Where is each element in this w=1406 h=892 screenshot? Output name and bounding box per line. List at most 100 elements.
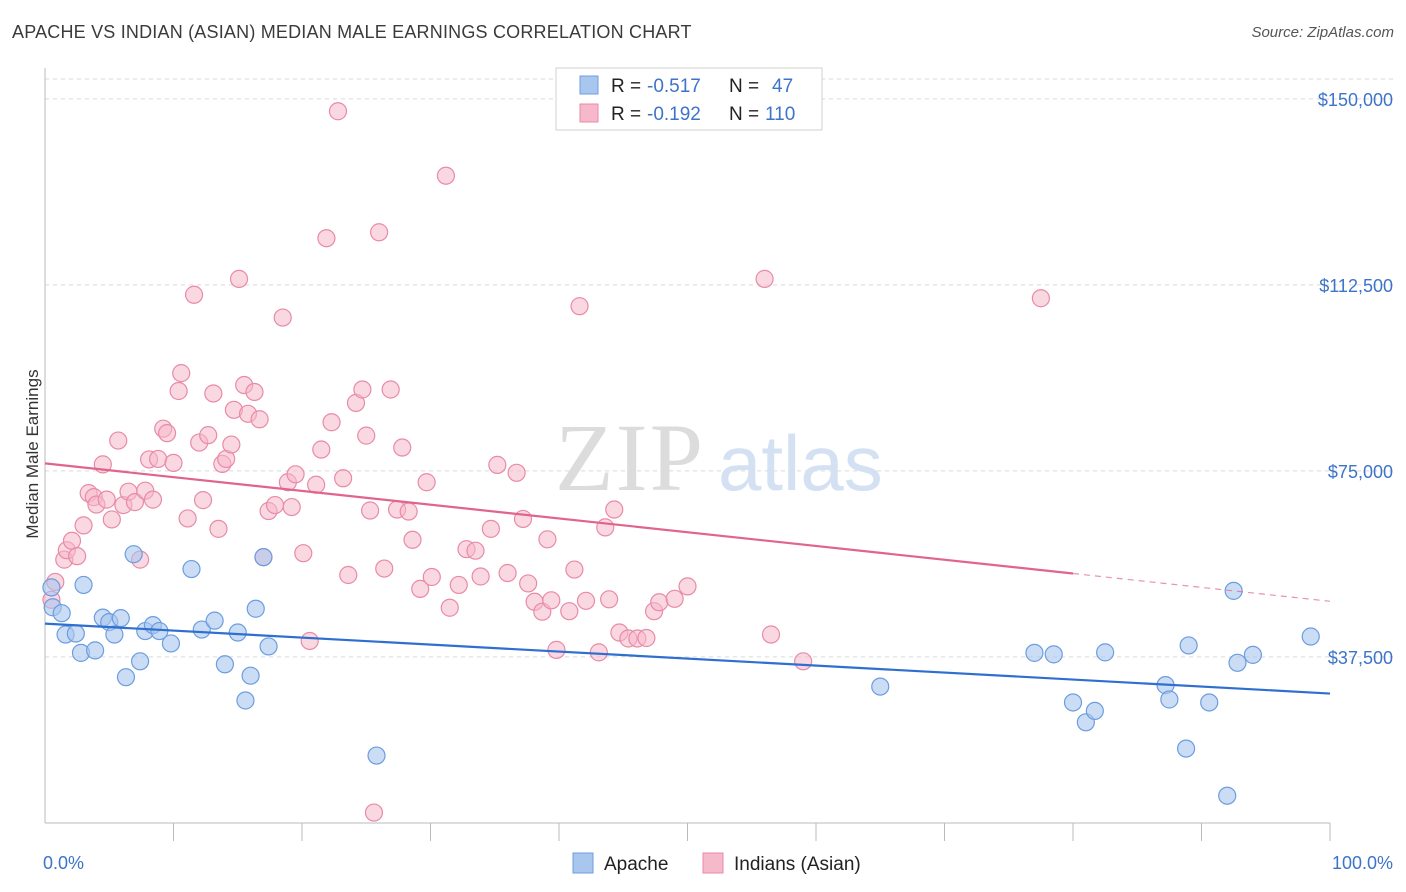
indian-point-81: [488, 455, 507, 474]
indian-point-23: [157, 424, 177, 443]
apache-point-18: [161, 634, 181, 653]
indian-point-80: [481, 519, 500, 538]
indian-point-85: [519, 574, 538, 593]
apache-point-29: [367, 746, 386, 765]
indian-point-69: [399, 502, 418, 521]
indian-point-97: [600, 590, 619, 609]
indian-point-105: [665, 589, 684, 608]
y-tick-label-0: $37,500: [1328, 648, 1393, 668]
indian-point-36: [222, 435, 241, 454]
apache-point-20: [192, 620, 211, 639]
apache-trend-line: [44, 622, 1331, 695]
bottom-legend-swatch-apache: [572, 852, 594, 874]
apache-point-30: [871, 677, 890, 696]
indian-point-16: [125, 492, 145, 512]
apache-point-2: [52, 604, 71, 623]
apache-point-5: [74, 575, 93, 595]
indian-point-73: [422, 567, 441, 587]
legend-n-label-indian: N =: [729, 104, 759, 125]
indian-point-64: [370, 223, 389, 242]
apache-point-38: [1160, 690, 1179, 709]
indian-point-90: [547, 640, 566, 659]
indian-point-21: [148, 449, 168, 469]
indian-point-102: [637, 628, 656, 648]
indian-point-41: [245, 382, 264, 402]
indian-point-71: [411, 579, 430, 598]
indian-point-96: [596, 518, 615, 537]
apache-point-33: [1063, 693, 1083, 712]
indian-point-55: [322, 413, 341, 432]
indian-point-30: [193, 491, 213, 510]
indian-point-25: [169, 381, 188, 401]
indian-point-57: [334, 469, 353, 488]
indian-point-98: [605, 500, 624, 519]
legend-n-value-indian: 110: [765, 104, 795, 125]
indian-point-91: [560, 602, 579, 621]
indian-point-93: [570, 297, 589, 316]
apache-point-28: [259, 637, 278, 656]
indian-point-11: [97, 490, 116, 509]
indian-point-75: [440, 598, 459, 617]
apache-point-35: [1085, 701, 1104, 721]
apache-point-44: [1228, 653, 1247, 672]
grid-lines: [45, 78, 1395, 658]
apache-point-10: [105, 625, 124, 644]
indian-point-74: [436, 166, 456, 185]
indian-point-68: [393, 438, 412, 457]
apache-point-40: [1179, 636, 1198, 655]
indian-point-54: [317, 229, 336, 248]
indian-point-5: [68, 547, 87, 566]
apache-point-21: [205, 611, 224, 630]
apache-point-19: [182, 559, 201, 579]
indian-point-61: [357, 426, 376, 445]
indian-asian-points: [42, 102, 1050, 822]
indian-point-76: [449, 575, 468, 595]
watermark-atlas: atlas: [718, 419, 883, 507]
indian-point-92: [565, 560, 584, 579]
indian-point-45: [265, 495, 285, 515]
indian-point-110: [1031, 289, 1050, 308]
zipatlas-watermark: ZIP atlas: [555, 404, 883, 511]
watermark-zip: ZIP: [555, 404, 705, 511]
indian-point-88: [538, 530, 557, 549]
apache-point-32: [1044, 645, 1063, 664]
indian-point-53: [312, 440, 331, 459]
apache-point-11: [111, 609, 130, 628]
apache-point-27: [254, 548, 273, 567]
correlation-legend: R = -0.517 N = 47 R = -0.192 N = 110: [555, 67, 823, 131]
apache-point-45: [1243, 645, 1263, 664]
apache-point-31: [1025, 643, 1044, 662]
apache-point-39: [1176, 739, 1196, 758]
apache-point-24: [236, 691, 255, 710]
y-tick-label-3: $150,000: [1318, 90, 1393, 110]
indian-point-62: [361, 501, 380, 520]
indian-point-50: [294, 544, 313, 563]
indian-point-72: [417, 473, 436, 492]
indian-point-48: [282, 497, 301, 517]
apache-point-4: [66, 624, 85, 643]
bottom-legend-label-apache: Apache: [604, 854, 668, 875]
legend-n-value-apache: 47: [772, 76, 793, 97]
apache-point-12: [116, 668, 136, 687]
indian-point-89: [542, 591, 561, 610]
indian-point-66: [381, 380, 400, 399]
chart-source: Source: ZipAtlas.com: [1251, 24, 1394, 41]
apache-point-22: [215, 655, 234, 674]
legend-r-label-indian: R =: [611, 104, 641, 125]
indian-point-94: [576, 591, 596, 610]
apache-point-13: [124, 545, 143, 564]
indian-point-27: [178, 509, 197, 528]
indian-point-79: [471, 567, 490, 586]
y-tick-label-1: $75,000: [1328, 462, 1393, 482]
indian-point-83: [507, 463, 526, 482]
indian-point-65: [375, 559, 394, 578]
legend-r-label-apache: R =: [611, 76, 641, 97]
apache-point-0: [42, 578, 61, 597]
chart-title: APACHE VS INDIAN (ASIAN) MEDIAN MALE EAR…: [12, 22, 692, 42]
indian-point-46: [273, 308, 292, 327]
trend-lines: [44, 462, 1331, 695]
y-axis-label: Median Male Earnings: [23, 369, 42, 538]
apache-point-23: [228, 623, 247, 642]
axes: [44, 68, 1331, 841]
